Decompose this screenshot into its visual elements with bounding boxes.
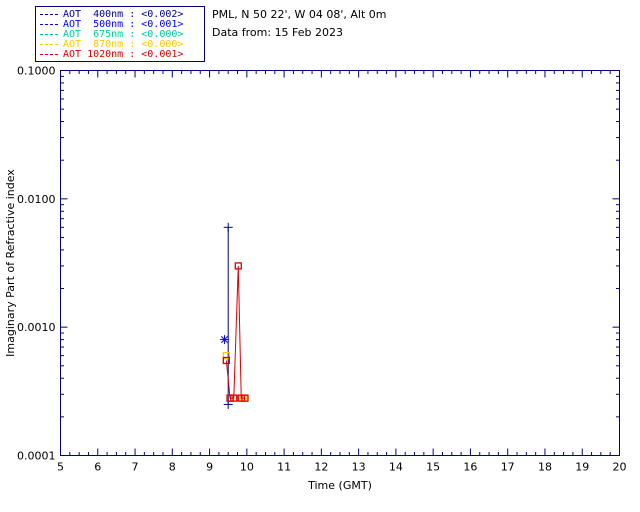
svg-text:0.0010: 0.0010	[17, 321, 56, 334]
svg-text:14: 14	[389, 461, 403, 474]
svg-text:0.1000: 0.1000	[17, 65, 56, 78]
svg-text:0.0001: 0.0001	[17, 450, 56, 463]
svg-text:16: 16	[463, 461, 477, 474]
legend-line-sample-500nm	[40, 23, 58, 25]
svg-text:0.0100: 0.0100	[17, 193, 56, 206]
legend-label-1020nm: AOT 1020nm : <0.001>	[63, 48, 184, 60]
svg-text:13: 13	[352, 461, 366, 474]
svg-text:11: 11	[277, 461, 291, 474]
legend-row-1020nm: AOT 1020nm : <0.001>	[40, 48, 200, 60]
svg-text:17: 17	[501, 461, 515, 474]
legend-row-400nm: AOT 400nm : <0.002>	[40, 8, 200, 20]
legend-row-870nm: AOT 870nm : <0.000>	[40, 38, 200, 50]
svg-text:18: 18	[538, 461, 552, 474]
x-axis-label: Time (GMT)	[307, 479, 372, 492]
svg-text:5: 5	[57, 461, 64, 474]
legend-label-400nm: AOT 400nm : <0.002>	[63, 8, 184, 20]
legend-label-500nm: AOT 500nm : <0.001>	[63, 18, 184, 30]
y-axis-label: Imaginary Part of Refractive index	[4, 169, 17, 357]
legend-line-sample-675nm	[40, 33, 58, 35]
svg-text:8: 8	[169, 461, 176, 474]
legend-line-sample-400nm	[40, 13, 58, 15]
data-date-text: Data from: 15 Feb 2023	[212, 26, 344, 39]
legend-row-500nm: AOT 500nm : <0.001>	[40, 18, 200, 30]
legend: AOT 400nm : <0.002> AOT 500nm : <0.001> …	[35, 6, 205, 62]
legend-label-870nm: AOT 870nm : <0.000>	[63, 38, 184, 50]
svg-text:20: 20	[613, 461, 627, 474]
svg-text:15: 15	[426, 461, 440, 474]
legend-label-675nm: AOT 675nm : <0.000>	[63, 28, 184, 40]
svg-text:10: 10	[240, 461, 254, 474]
svg-text:19: 19	[575, 461, 589, 474]
legend-line-sample-1020nm	[40, 53, 58, 55]
svg-text:7: 7	[132, 461, 139, 474]
svg-text:9: 9	[206, 461, 213, 474]
site-location-text: PML, N 50 22', W 04 08', Alt 0m	[212, 8, 387, 21]
header-text: PML, N 50 22', W 04 08', Alt 0m Data fro…	[212, 6, 386, 42]
svg-text:12: 12	[314, 461, 328, 474]
legend-row-675nm: AOT 675nm : <0.000>	[40, 28, 200, 40]
svg-text:6: 6	[94, 461, 101, 474]
legend-line-sample-870nm	[40, 43, 58, 45]
